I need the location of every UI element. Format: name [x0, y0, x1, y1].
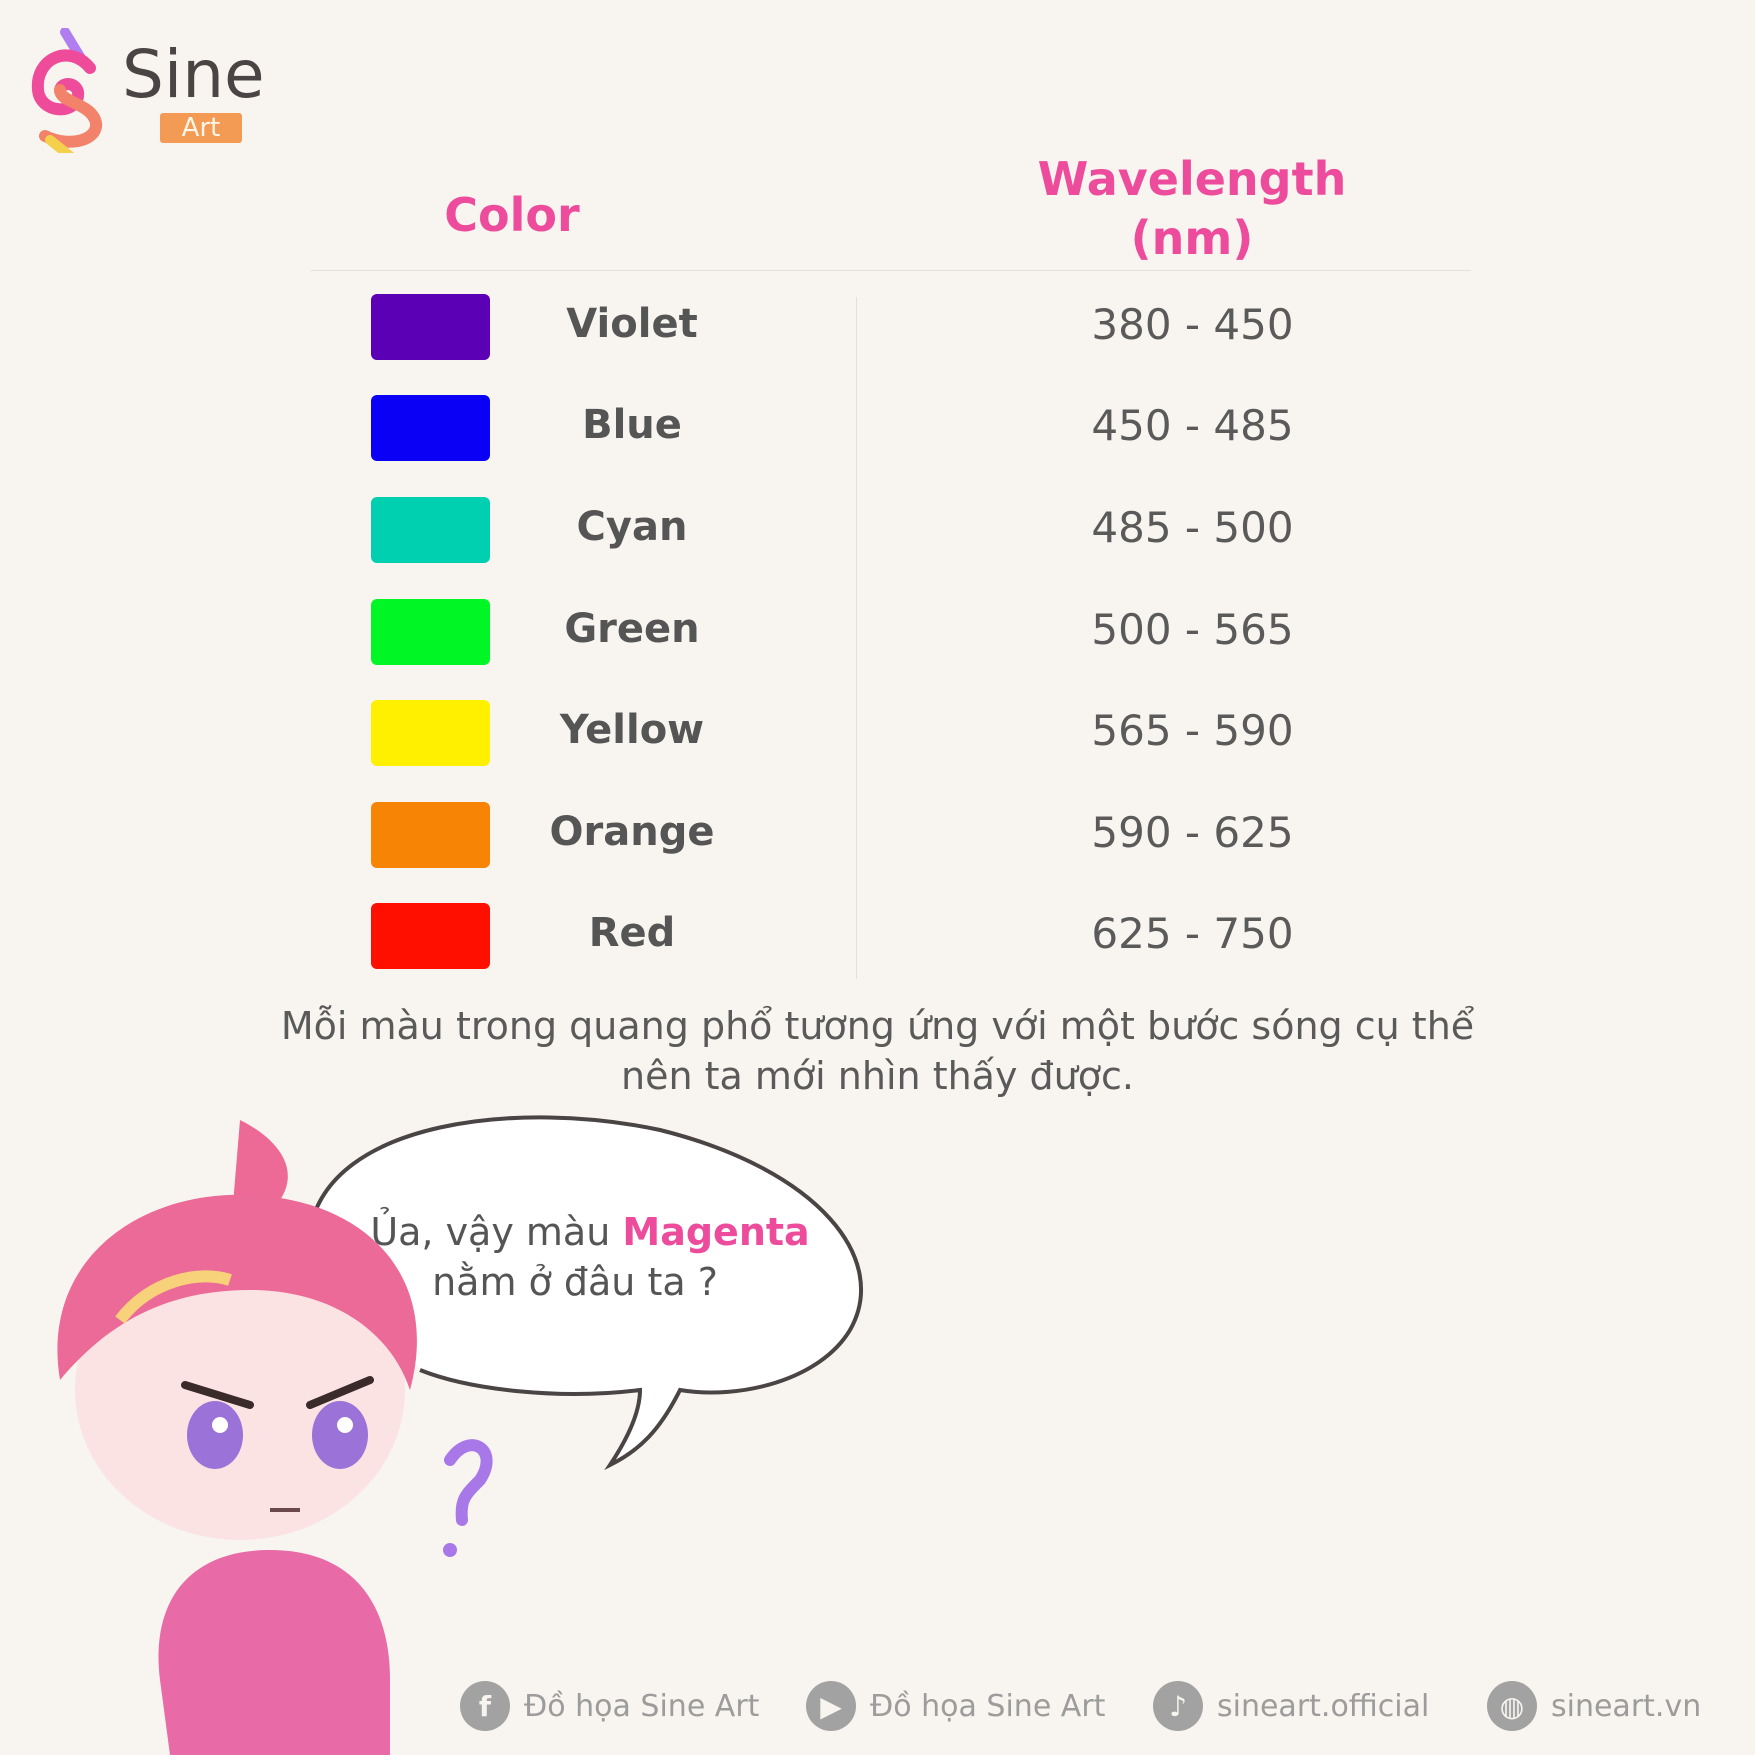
color-name: Violet	[566, 301, 698, 347]
color-name: Orange	[549, 809, 715, 855]
color-name: Blue	[582, 402, 682, 448]
caption-line1: Mỗi màu trong quang phổ tương ứng với mộ…	[280, 1004, 1475, 1048]
footer-website[interactable]: ◍ sineart.vn	[1487, 1680, 1701, 1732]
youtube-icon: ▶	[806, 1681, 856, 1731]
sine-swirl-logo-icon	[31, 28, 102, 153]
wavelength-range: 485 - 500	[1091, 503, 1294, 552]
color-name: Red	[588, 910, 676, 956]
color-name: Green	[564, 606, 700, 652]
facebook-icon: f	[460, 1681, 510, 1731]
bubble-text-line2: nằm ở đâu ta ?	[432, 1260, 718, 1304]
column-divider	[856, 297, 857, 979]
logo: Sine Art	[30, 28, 280, 153]
color-name: Yellow	[559, 707, 705, 753]
logo-sub: Art	[160, 113, 242, 143]
wavelength-range: 590 - 625	[1091, 808, 1294, 857]
footer-facebook-label: Đồ họa Sine Art	[524, 1688, 760, 1724]
wavelength-range: 625 - 750	[1091, 909, 1294, 958]
wavelength-range: 380 - 450	[1091, 300, 1294, 349]
bubble-prefix: Ủa, vậy màu	[370, 1210, 623, 1254]
footer-tiktok-label: sineart.official	[1217, 1688, 1430, 1724]
color-swatch-cyan	[371, 497, 490, 563]
bubble-highlight-magenta: Magenta	[622, 1210, 810, 1254]
globe-icon: ◍	[1487, 1681, 1537, 1731]
color-swatch-red	[371, 903, 490, 969]
wavelength-range: 450 - 485	[1091, 401, 1294, 450]
footer-youtube-label: Đồ họa Sine Art	[870, 1688, 1106, 1724]
color-swatch-blue	[371, 395, 490, 461]
tiktok-icon: ♪	[1153, 1681, 1203, 1731]
color-swatch-yellow	[371, 700, 490, 766]
caption-line2: nên ta mới nhìn thấy được.	[621, 1054, 1134, 1098]
color-swatch-green	[371, 599, 490, 665]
bubble-text-line1: Ủa, vậy màu Magenta	[340, 1207, 840, 1257]
header-wavelength-line2: (nm)	[1130, 211, 1254, 265]
color-swatch-orange	[371, 802, 490, 868]
footer-youtube[interactable]: ▶ Đồ họa Sine Art	[806, 1680, 1105, 1732]
character-illustration	[57, 1120, 493, 1755]
logo-name: Sine	[122, 36, 265, 113]
header-color: Color	[444, 188, 580, 242]
wavelength-range: 565 - 590	[1091, 706, 1294, 755]
color-swatch-violet	[371, 294, 490, 360]
footer-tiktok[interactable]: ♪ sineart.official	[1153, 1680, 1429, 1732]
header-wavelength-line1: Wavelength	[1037, 152, 1347, 206]
footer-website-label: sineart.vn	[1551, 1688, 1702, 1724]
footer-facebook[interactable]: f Đồ họa Sine Art	[460, 1680, 759, 1732]
color-name: Cyan	[576, 504, 688, 550]
speech-bubble	[57, 1115, 863, 1755]
header-divider	[311, 270, 1471, 271]
wavelength-range: 500 - 565	[1091, 605, 1294, 654]
